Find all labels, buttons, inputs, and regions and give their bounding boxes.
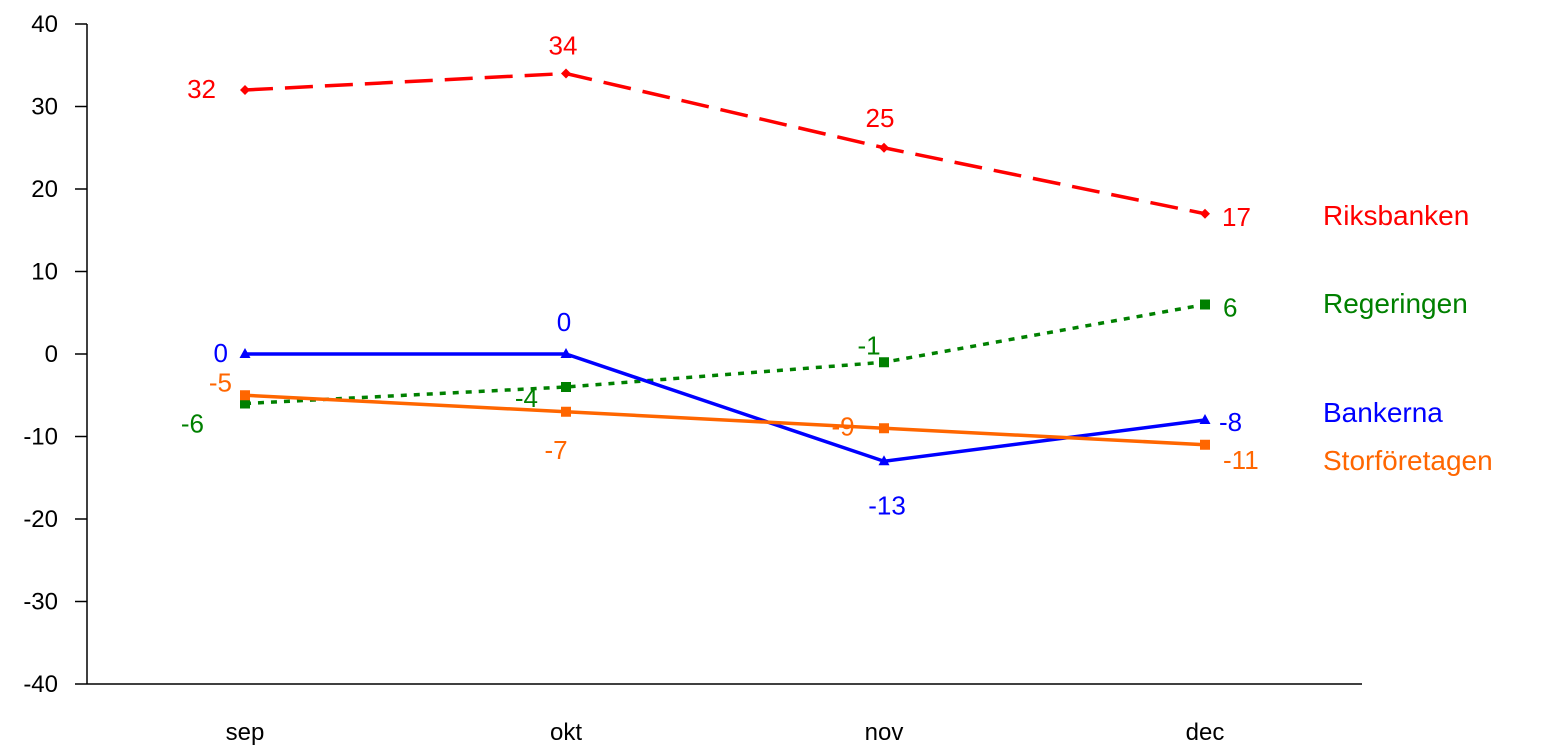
data-point-marker — [1199, 414, 1211, 424]
y-tick-label: 20 — [31, 176, 58, 203]
data-label: 6 — [1223, 293, 1237, 323]
chart-data-labels: 32 34 25 17 -6 -4 -1 6 0 0 -13 -8 -5 -7 -9 -11 — [181, 31, 1259, 521]
legend-label-riksbanken: Riksbanken — [1323, 200, 1469, 231]
data-point-marker — [240, 85, 250, 95]
y-tick-label: 10 — [31, 259, 58, 286]
data-point-marker — [879, 423, 889, 434]
data-point-marker — [239, 348, 251, 358]
data-label: 32 — [187, 74, 216, 104]
data-point-marker — [240, 390, 250, 401]
data-label: -5 — [209, 367, 232, 397]
chart-series-lines — [239, 68, 1211, 466]
data-point-marker — [879, 142, 889, 153]
y-tick-label: -10 — [23, 424, 58, 451]
series-line-riksbanken — [244, 71, 1206, 216]
legend-label-storföretagen: Storföretagen — [1323, 445, 1493, 476]
data-label: 17 — [1222, 202, 1251, 232]
data-label: 0 — [557, 307, 571, 337]
series-line-storföretagen — [244, 393, 1206, 447]
data-label: 25 — [866, 103, 895, 133]
y-tick-label: -20 — [23, 506, 58, 533]
series-line-bankerna — [245, 352, 1206, 464]
data-point-marker — [561, 68, 571, 79]
x-tick-label: okt — [550, 719, 582, 746]
x-tick-label: nov — [865, 719, 904, 746]
data-point-marker — [1200, 439, 1210, 450]
data-point-marker — [561, 382, 571, 392]
y-tick-label: -40 — [23, 671, 58, 698]
data-label: -6 — [181, 409, 204, 439]
data-label: -11 — [1223, 445, 1259, 475]
x-tick-label: dec — [1186, 719, 1225, 746]
data-label: -4 — [515, 383, 538, 413]
data-point-marker — [1200, 299, 1210, 310]
y-tick-label: -30 — [23, 589, 58, 616]
y-tick-label: 40 — [31, 11, 58, 38]
data-label: 0 — [214, 338, 228, 368]
series-line-regeringen — [244, 302, 1206, 406]
data-label: -7 — [544, 435, 567, 465]
legend-label-bankerna: Bankerna — [1323, 397, 1443, 428]
data-point-marker — [1200, 208, 1210, 219]
data-point-marker — [561, 406, 571, 417]
y-tick-label: 0 — [45, 341, 58, 368]
data-point-marker — [879, 357, 889, 368]
data-point-marker — [560, 348, 572, 358]
chart-legend: Riksbanken Regeringen Bankerna Storföretage… — [1323, 200, 1493, 476]
x-tick-label: sep — [226, 719, 265, 746]
legend-label-regeringen: Regeringen — [1323, 288, 1468, 319]
data-label: -8 — [1219, 407, 1242, 437]
data-point-marker — [878, 455, 890, 466]
data-label: -9 — [831, 411, 854, 441]
data-point-marker — [240, 398, 250, 409]
data-label: -13 — [868, 490, 906, 520]
data-label: -1 — [857, 330, 880, 360]
data-label: 34 — [549, 31, 578, 61]
y-tick-label: 30 — [31, 94, 58, 121]
